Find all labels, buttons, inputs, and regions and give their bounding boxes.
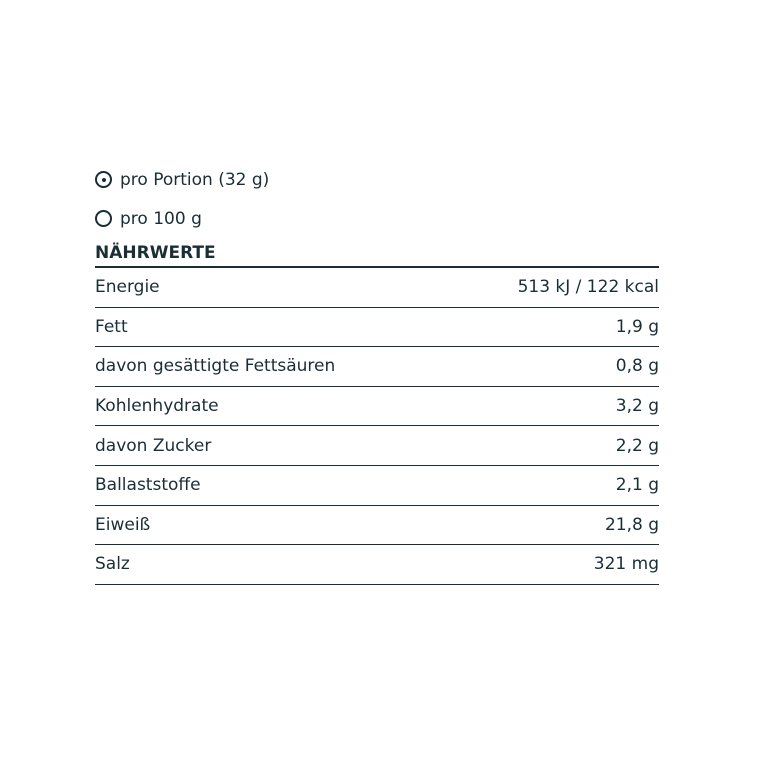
table-row: Salz 321 mg bbox=[95, 545, 659, 585]
table-row: Eiweiß 21,8 g bbox=[95, 506, 659, 546]
table-row: Ballaststoffe 2,1 g bbox=[95, 466, 659, 506]
table-row: Kohlenhydrate 3,2 g bbox=[95, 387, 659, 427]
nutrient-name: Energie bbox=[95, 277, 160, 298]
nutrient-name: Kohlenhydrate bbox=[95, 396, 219, 417]
nutrient-value: 321 mg bbox=[593, 554, 659, 575]
nutrient-value: 3,2 g bbox=[615, 396, 659, 417]
table-row: Fett 1,9 g bbox=[95, 308, 659, 348]
nutrient-name: Salz bbox=[95, 554, 130, 575]
nutrient-value: 1,9 g bbox=[615, 316, 659, 337]
radio-selected-icon bbox=[95, 171, 112, 188]
nutrient-value: 2,2 g bbox=[615, 435, 659, 456]
nutrient-name: davon gesättigte Fettsäuren bbox=[95, 356, 336, 377]
nutrient-value: 0,8 g bbox=[615, 356, 659, 377]
radio-per-portion[interactable]: pro Portion (32 g) bbox=[95, 160, 659, 199]
nutrient-value: 513 kJ / 122 kcal bbox=[517, 277, 659, 298]
radio-per-100g[interactable]: pro 100 g bbox=[95, 199, 659, 238]
nutrient-name: Fett bbox=[95, 316, 128, 337]
nutrient-name: Eiweiß bbox=[95, 514, 151, 535]
radio-unselected-icon bbox=[95, 210, 112, 227]
table-title: NÄHRWERTE bbox=[95, 241, 659, 268]
nutrition-panel: pro Portion (32 g) pro 100 g NÄHRWERTE E… bbox=[95, 160, 659, 585]
nutrient-value: 21,8 g bbox=[604, 514, 659, 535]
nutrient-name: davon Zucker bbox=[95, 435, 212, 456]
table-row: davon Zucker 2,2 g bbox=[95, 426, 659, 466]
table-row: davon gesättigte Fettsäuren 0,8 g bbox=[95, 347, 659, 387]
nutrient-value: 2,1 g bbox=[615, 475, 659, 496]
radio-label: pro 100 g bbox=[120, 208, 202, 229]
nutrient-name: Ballaststoffe bbox=[95, 475, 201, 496]
nutrition-table: Energie 513 kJ / 122 kcal Fett 1,9 g davon g… bbox=[95, 268, 659, 585]
table-row: Energie 513 kJ / 122 kcal bbox=[95, 268, 659, 308]
radio-label: pro Portion (32 g) bbox=[120, 169, 270, 190]
